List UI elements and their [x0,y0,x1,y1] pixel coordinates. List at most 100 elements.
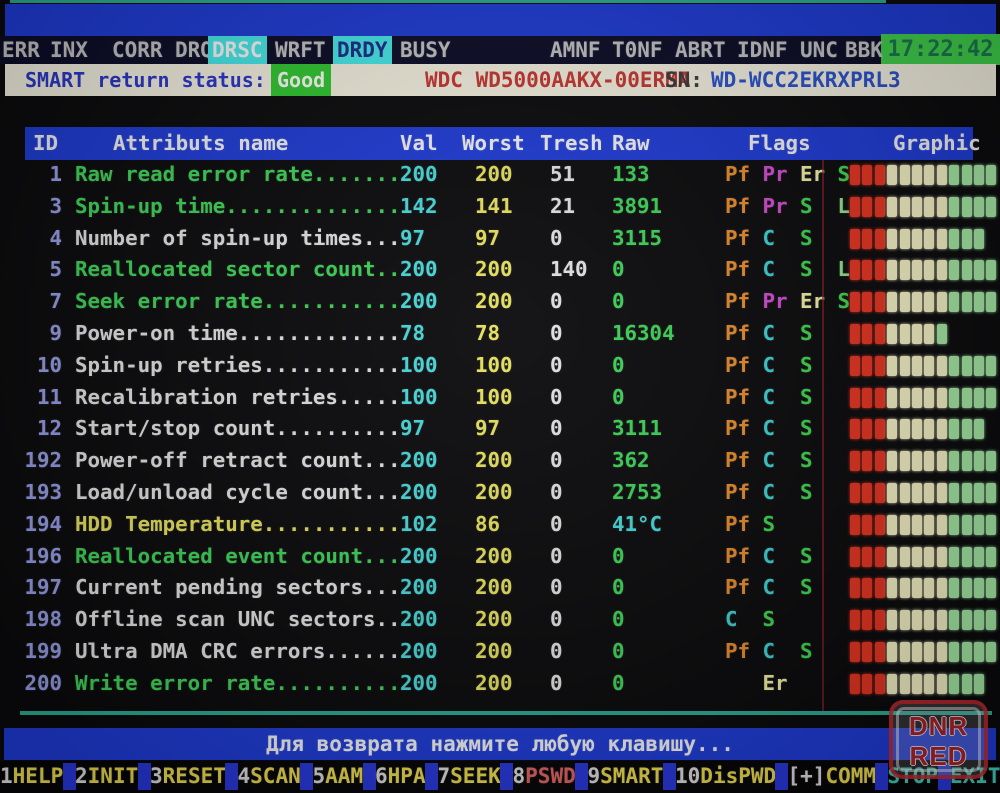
register-inx: INX [50,38,88,62]
graphic-block-green [961,514,972,535]
attr-name: Spin-up retries........... [75,352,401,377]
graphic-block-cream [912,355,922,376]
graphic-block-cream [887,355,898,376]
fnkey-aam[interactable]: 5AAM [313,761,364,792]
graphic-block-green [974,196,984,217]
attr-tresh: 0 [550,543,563,568]
graphic-block-green [949,578,960,599]
table-row: 3 Spin-up time.............. 142 141 21 3891 P… [0,191,1000,223]
graphic-block-red [874,642,885,662]
fnkey-comm[interactable]: [+]COMM [788,761,877,792]
attr-raw: 0 [612,543,625,568]
graphic-block-cream [899,451,910,472]
attr-name: Ultra DMA CRC errors...... [75,639,401,663]
graphic-block-cream [924,578,935,599]
graphic-block-cream [912,642,922,662]
attr-id: 7 [49,289,62,314]
graphic-block-green [986,355,997,376]
attr-val: 200 [400,480,438,504]
fnkey-pswd[interactable]: 8PSWD [513,761,576,792]
fnkey-dispwd[interactable]: 10DisPWD [675,761,776,792]
table-row: 7 Seek error rate........... 200 200 0 0 Pf Pr E… [0,286,1000,318]
graphic-block-green [974,546,984,567]
graphic-block-red [850,355,860,376]
attr-worst: 97 [475,225,501,250]
attr-flag-pf: Pf [725,257,751,282]
graphic-block-green [986,292,997,313]
clock: 17:22:42 [881,34,1000,65]
fnkey-hpa[interactable]: 6HPA [375,761,426,792]
graphic-block-cream [887,610,898,631]
fnkey-seek[interactable]: 7SEEK [438,761,501,792]
graphic-block-cream [912,546,922,567]
graphic-block-green [949,483,960,503]
table-row: 5 Reallocated sector count.. 200 200 140 0 Pf C… [0,254,1000,286]
graphic-block-cream [924,260,935,281]
fnkey-smart[interactable]: 9SMART [588,761,664,792]
attr-val: 200 [400,670,438,695]
attr-worst: 200 [475,607,513,632]
attr-tresh: 0 [550,416,563,441]
graphic-block-green [986,165,997,185]
graphic-block-green [986,610,997,631]
graphic-block-cream [887,260,898,281]
register-drsc: DRSC [208,36,267,64]
attr-flag-pr: Pr [762,289,788,314]
attr-flag-pf: Pf [725,448,751,473]
fnkey-number: 2 [75,764,88,788]
graphic-block-cream [899,419,910,440]
graphic-block-cream [887,165,898,185]
register-amnf: AMNF [550,38,601,62]
graphic-block-cream [936,387,947,408]
table-row: 4 Number of spin-up times... 97 97 0 3115 Pf C S [0,223,1000,255]
fnkey-reset[interactable]: 3RESET [150,761,226,792]
graphic-block-red [862,228,873,249]
attr-flag-s: S [762,607,776,632]
graphic-block-red [862,324,873,344]
attr-worst: 200 [475,480,513,504]
graphic-block-cream [887,451,898,472]
graphic-block-green [961,196,972,217]
graphic-block-cream [924,196,935,217]
fnkey-number: 10 [675,764,701,788]
graphic-block-green [974,578,984,599]
attr-flag-pf: Pf [725,321,751,345]
graphic-block-cream [912,514,922,535]
attr-worst: 86 [475,511,501,536]
graphic-block-cream [899,355,910,376]
fnkey-help[interactable]: 1HELP [0,761,63,792]
graphic-block-red [850,165,860,185]
graphic-block-cream [924,355,935,376]
graphic-block-red [874,610,885,631]
graphic-block-green [961,387,972,408]
graphic-block-red [874,260,885,281]
status-register-bar: 17:22:42 ERR INX CORR DRQ DRSC WRFT DRDY BUSY AM… [0,34,1000,65]
attr-val: 97 [400,416,426,441]
fnkey-label: HPA [387,764,426,788]
attr-val: 200 [400,639,438,663]
graphic-block-red [862,546,873,567]
fnkey-number: 1 [0,764,13,788]
graphic-block-green [961,546,972,567]
fnkey-label: SMART [600,764,664,788]
graphic-block-red [850,324,860,344]
graphic-block-cream [936,673,947,694]
attr-tresh: 0 [550,289,563,314]
attr-flag-er: Er [762,670,788,695]
drive-model: WDC WD5000AAKX-00ERMA [425,68,691,92]
fnkey-scan[interactable]: 4SCAN [238,761,301,792]
graphic-block-green [949,642,960,662]
attr-name: Number of spin-up times... [75,225,401,250]
attr-tresh: 0 [550,352,563,377]
graphic-block-green [949,292,960,313]
attr-flag-pr: Pr [762,162,788,186]
attr-tresh: 0 [550,384,563,409]
attr-flag-c: C [762,257,776,282]
graphic-block-cream [899,260,910,281]
fnkey-separator [62,763,76,790]
attr-flag-s: S [800,448,813,473]
graphic-block-green [974,483,984,503]
graphic-block-cream [912,451,922,472]
graphic-block-cream [936,355,947,376]
fnkey-init[interactable]: 2INIT [75,761,138,792]
